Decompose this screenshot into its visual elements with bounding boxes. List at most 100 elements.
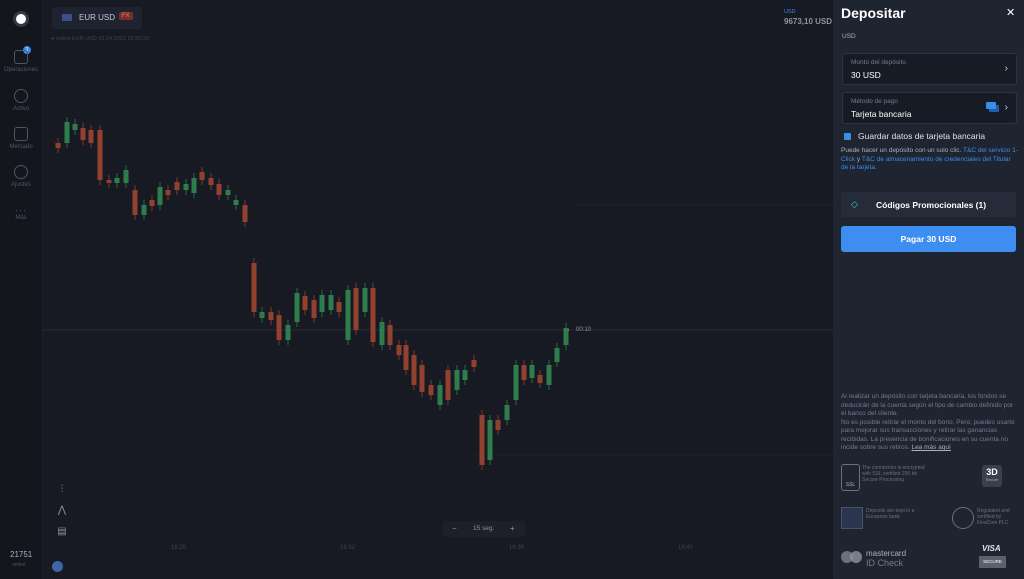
- status-line: ● online EUR USD 13.04.2021 16:30:20: [51, 36, 149, 42]
- nav-item[interactable]: Activo: [0, 89, 42, 112]
- timer: 00:10: [576, 327, 592, 333]
- asset-name: EUR USD: [79, 13, 116, 22]
- balance-amount[interactable]: 9673,10 USD: [784, 17, 833, 26]
- candle: [353, 288, 359, 330]
- nav-item[interactable]: Ajustes: [0, 165, 42, 188]
- info-text: Puede hacer un depósito con un solo clic…: [841, 147, 1019, 173]
- candle: [437, 385, 443, 405]
- disclaimer: Al realizar un depósito con tarjeta banc…: [841, 393, 1019, 453]
- nav-item[interactable]: Operaciones: [0, 50, 42, 73]
- info: y: [856, 155, 861, 163]
- zoom-in[interactable]: +: [510, 524, 515, 533]
- nav-label: Mercado: [9, 144, 33, 150]
- eu-icon: [841, 507, 863, 529]
- visa-secure: SECURE: [979, 556, 1006, 568]
- 3d-secure: 3D Secure: [982, 465, 1002, 487]
- candle: [80, 128, 86, 140]
- logo[interactable]: [13, 11, 29, 27]
- candle: [183, 184, 189, 190]
- zoom-out[interactable]: −: [452, 524, 457, 533]
- candle: [123, 170, 129, 183]
- candle: [554, 348, 560, 362]
- 3d-sub: Secure: [985, 477, 999, 482]
- add-button[interactable]: [52, 561, 63, 572]
- visa: VISA: [982, 544, 1001, 553]
- candle: [199, 172, 205, 180]
- candle: [387, 325, 393, 345]
- time-label: 16:28: [171, 545, 187, 551]
- candle: [462, 370, 468, 380]
- candle: [362, 288, 368, 312]
- card-icon: [986, 102, 996, 109]
- candle: [302, 296, 308, 310]
- nav-item[interactable]: ··· Más: [15, 205, 27, 221]
- candle: [546, 365, 552, 385]
- user-id: 21751: [10, 550, 33, 559]
- asset-tag: FX: [119, 12, 133, 20]
- candle: [114, 178, 120, 183]
- candle: [268, 312, 274, 320]
- candle: [345, 290, 351, 340]
- candle: [454, 370, 460, 390]
- candle: [174, 182, 180, 190]
- candle: [495, 420, 501, 430]
- zoom-control: − 15 seg. +: [443, 521, 525, 537]
- candle: [132, 190, 138, 215]
- disclaimer-text: No es posible retirar el monto del bono.…: [841, 418, 1015, 452]
- field-label: Método de pago: [851, 98, 898, 105]
- info: Puede hacer un depósito con un solo clic…: [841, 147, 962, 154]
- candle: [445, 370, 451, 400]
- candle: [216, 184, 222, 195]
- candle: [537, 375, 543, 383]
- nav-item[interactable]: Mercado: [0, 127, 42, 150]
- candle: [513, 365, 519, 400]
- chart-area: EUR USD FX ● online EUR USD 13.04.2021 1…: [43, 0, 833, 579]
- pay-button[interactable]: Pagar 30 USD: [841, 226, 1016, 252]
- promo-button[interactable]: ◇ Códigos Promocionales (1): [841, 192, 1016, 217]
- amount-field[interactable]: Monto del depósito 30 USD ›: [842, 53, 1017, 85]
- checkbox-label: Guardar datos de tarjeta bancaria: [858, 131, 986, 141]
- sidebar: 1 Operaciones Activo Mercado Ajustes ···…: [0, 0, 43, 579]
- link[interactable]: T&C del servicio 1-Click: [841, 147, 1018, 163]
- candle: [72, 124, 78, 130]
- candle: [191, 178, 197, 193]
- ssl-text: The connection is encrypted with SSL cer…: [862, 465, 925, 483]
- ssl-icon: SSL: [841, 464, 860, 491]
- close-button[interactable]: ✕: [1006, 7, 1016, 19]
- candle: [251, 263, 257, 312]
- method-field[interactable]: Método de pago Tarjeta bancaria ›: [842, 92, 1017, 124]
- zoom-value: 15 seg.: [473, 525, 495, 532]
- candle: [285, 325, 291, 340]
- eu-text: Deposits are kept in a European bank: [866, 508, 915, 520]
- candle: [504, 405, 510, 420]
- read-more[interactable]: Lea más aquí: [911, 444, 951, 451]
- id-check: ID Check: [866, 558, 904, 568]
- field-value: Tarjeta bancaria: [851, 109, 912, 119]
- candle: [311, 300, 317, 318]
- candle: [529, 365, 535, 378]
- candle: [208, 178, 214, 185]
- candle: [370, 288, 376, 342]
- candle: [328, 295, 334, 310]
- diamond-icon: ◇: [851, 199, 858, 209]
- checkbox[interactable]: [844, 133, 851, 140]
- chart-tools[interactable]: ⫶ ⋀ ▤: [57, 484, 67, 537]
- candle: [225, 190, 231, 195]
- candle: [276, 315, 282, 340]
- asset-tab[interactable]: EUR USD FX: [52, 7, 142, 29]
- candle: [141, 205, 147, 215]
- candle: [259, 312, 265, 318]
- candle: [233, 200, 239, 205]
- candle: [411, 355, 417, 385]
- deposit-panel: Depositar ✕ USD: [833, 0, 1024, 579]
- candle: [97, 130, 103, 180]
- field-label: Monto del depósito: [851, 59, 906, 66]
- candle: [336, 302, 342, 312]
- chevron: ›: [1004, 63, 1008, 74]
- candle: [379, 322, 385, 345]
- link[interactable]: T&C de almacenamiento de credenciales de…: [841, 155, 1011, 172]
- disclaimer-text: Al realizar un depósito con tarjeta banc…: [841, 393, 1014, 417]
- candle: [242, 205, 248, 222]
- currency: USD: [842, 33, 856, 40]
